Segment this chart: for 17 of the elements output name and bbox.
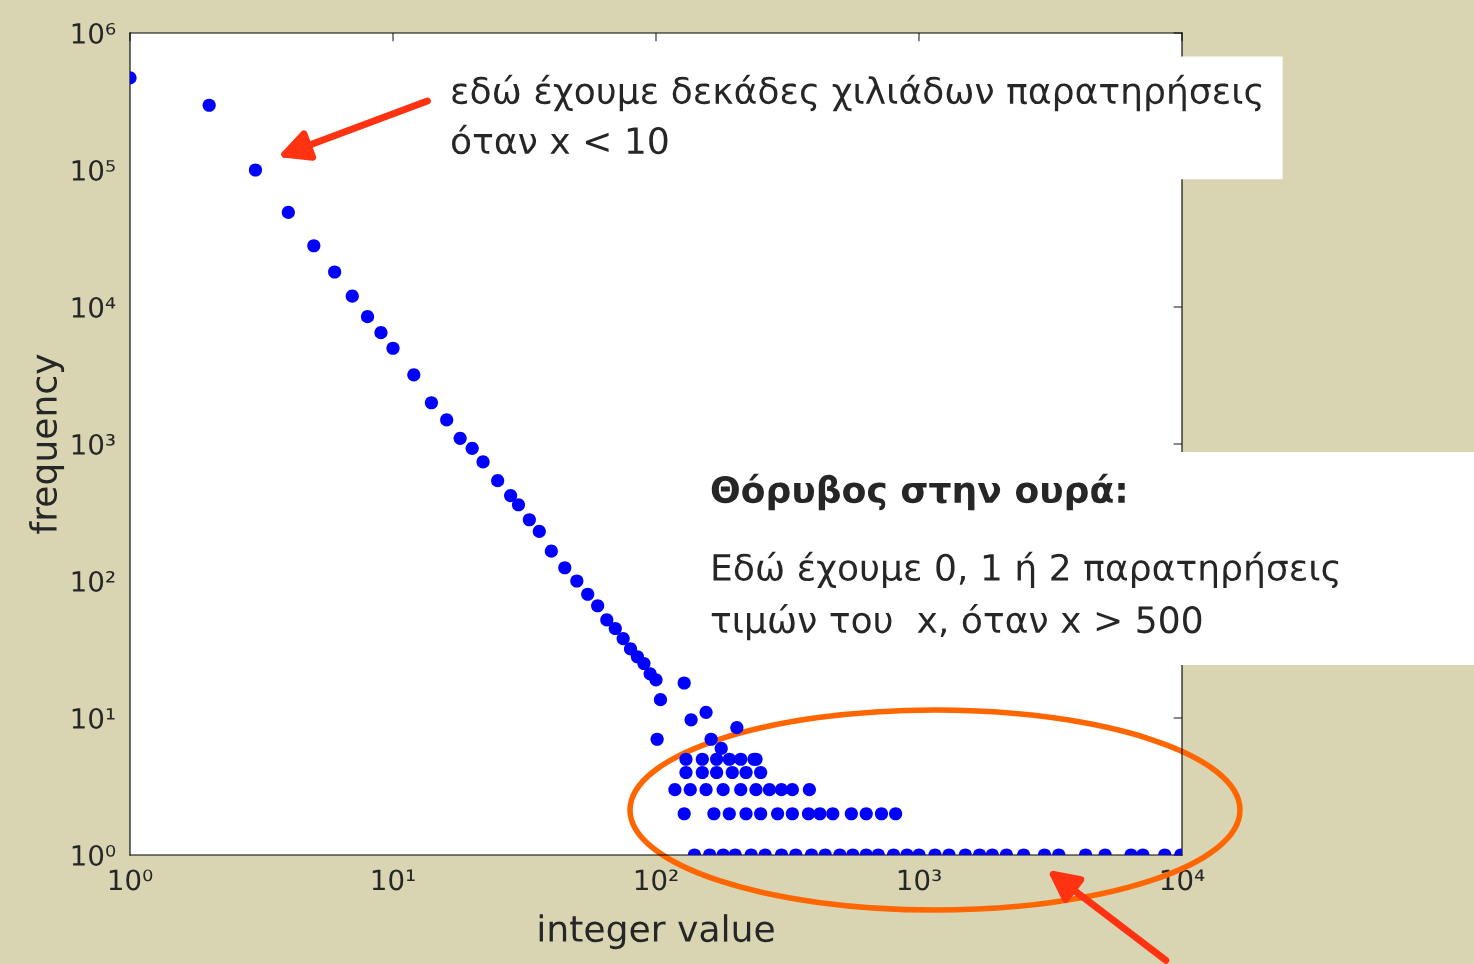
x-tick-label: 10⁴ bbox=[1161, 869, 1205, 891]
y-tick-label: 10⁴ bbox=[72, 296, 116, 318]
annotation: Θόρυβος στην ουρά: bbox=[711, 473, 1125, 511]
y-tick-label: 10² bbox=[72, 570, 115, 592]
x-tick-label: 10³ bbox=[898, 869, 941, 891]
y-axis-title: frequency bbox=[29, 354, 65, 534]
y-tick-label: 10⁶ bbox=[72, 22, 116, 44]
y-tick-label: 10¹ bbox=[72, 707, 115, 729]
x-axis-title: integer value bbox=[539, 914, 774, 950]
y-tick-label: 10⁵ bbox=[72, 159, 115, 181]
y-tick-label: 10³ bbox=[72, 433, 115, 455]
annotation: Εδώ έχουμε 0, 1 ή 2 παρατηρήσεις τιμών του x, όταν x > 500 bbox=[711, 551, 1339, 641]
x-tick-label: 10² bbox=[635, 869, 678, 891]
x-tick-label: 10⁰ bbox=[109, 869, 153, 891]
annotation: εδώ έχουμε δεκάδες χιλιάδων παρατηρήσεις όταν x < 10 bbox=[451, 74, 1262, 155]
x-tick-label: 10¹ bbox=[372, 869, 415, 891]
y-tick-label: 10⁰ bbox=[72, 844, 116, 866]
